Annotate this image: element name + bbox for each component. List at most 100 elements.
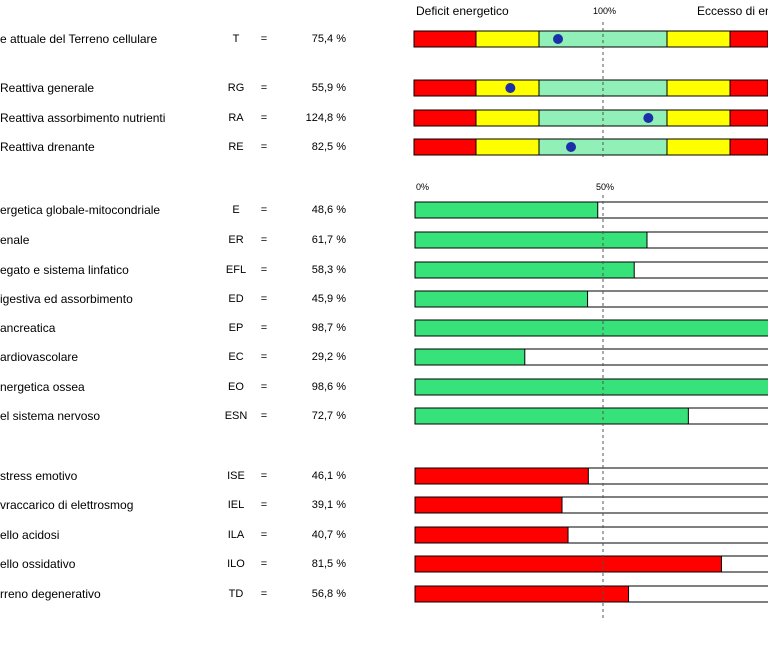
bar-row-efl-bar	[414, 261, 635, 279]
bar-row-ed-abbr: ED	[228, 293, 244, 305]
bar-row-ec-abbr: EC	[228, 351, 244, 363]
bar-row-ed-bar	[414, 290, 589, 308]
index-row-ilo-value: 81,5 %	[311, 558, 346, 570]
scale-row-ra-zone-5	[729, 109, 768, 127]
scale-row-t-zone-5	[729, 30, 768, 48]
scale-row-ra-marker	[643, 113, 654, 123]
scale-row-rg-zone-1	[413, 79, 477, 97]
scale-row-ra-zone-2	[475, 109, 540, 127]
scale-row-rg-zone-5	[729, 79, 768, 97]
bar-row-ec-bar	[414, 348, 526, 366]
scale-row-t-value: 75,4 %	[311, 33, 346, 45]
scale-row-re-zone-5	[729, 138, 768, 156]
index-row-iel-label: vraccarico di elettrosmog	[0, 498, 134, 512]
scale-row-rg-abbr: RG	[227, 82, 245, 94]
index-row-td-value: 56,8 %	[311, 588, 346, 600]
scale-row-re-zone-4	[666, 138, 731, 156]
scale-row-re-zone-3	[538, 138, 668, 156]
bar-row-e-bar	[414, 201, 599, 219]
bar-row-e-abbr: E	[232, 204, 240, 216]
scale-row-t-zone-1	[413, 30, 477, 48]
scale-row-re-label: Reattiva drenante	[0, 140, 95, 154]
bar-row-ec-label: ardiovascolare	[0, 350, 79, 364]
scale-row-ra-label: Reattiva assorbimento nutrienti	[0, 111, 166, 125]
bar-row-ed-label: igestiva ed assorbimento	[0, 292, 133, 306]
bar-row-ec-value: 29,2 %	[311, 351, 346, 363]
scale-row-re-abbr: RE	[228, 141, 244, 153]
scale-row-rg-marker	[505, 83, 516, 93]
index-row-ila-value: 40,7 %	[311, 529, 346, 541]
scale-row-ra-value: 124,8 %	[305, 112, 346, 124]
index-row-ise-eq: =	[260, 470, 268, 482]
bar-row-e-value: 48,6 %	[311, 204, 346, 216]
bar-row-er-abbr: ER	[228, 234, 244, 246]
index-row-td-label: rreno degenerativo	[0, 587, 101, 601]
axis-50-label: 50%	[596, 182, 615, 192]
index-row-ila-eq: =	[260, 529, 268, 541]
scale-row-re-eq: =	[260, 141, 268, 153]
scale-row-ra-zone-4	[666, 109, 731, 127]
bar-row-ed-value: 45,9 %	[311, 293, 346, 305]
bar-row-er-eq: =	[260, 234, 268, 246]
index-row-ila-label: ello acidosi	[0, 528, 60, 542]
bar-row-eo-eq: =	[260, 381, 268, 393]
bar-row-ep-value: 98,7 %	[311, 322, 346, 334]
bar-row-e-eq: =	[260, 204, 268, 216]
bar-row-er-value: 61,7 %	[311, 234, 346, 246]
scale-row-t-abbr: T	[232, 33, 240, 45]
bar-row-eo-label: nergetica ossea	[0, 380, 85, 394]
bar-row-efl-label: egato e sistema linfatico	[0, 263, 129, 277]
index-row-ilo-bar	[414, 555, 722, 573]
bar-row-ep-label: ancreatica	[0, 321, 56, 335]
index-row-ise-abbr: ISE	[227, 470, 245, 482]
bar-row-esn-eq: =	[260, 410, 268, 422]
index-row-td-bar	[414, 585, 630, 603]
index-row-iel-value: 39,1 %	[311, 499, 346, 511]
index-row-td-eq: =	[260, 588, 268, 600]
center-100-header: 100%	[593, 6, 617, 16]
index-row-ilo-abbr: ILO	[227, 558, 245, 570]
bar-row-efl-abbr: EFL	[225, 264, 247, 276]
scale-row-re-zone-1	[413, 138, 477, 156]
index-row-iel-bar	[414, 496, 563, 514]
index-row-ila-abbr: ILA	[227, 529, 245, 541]
scale-row-rg-eq: =	[260, 82, 268, 94]
bar-row-ep-abbr: EP	[228, 322, 244, 334]
bar-row-esn-abbr: ESN	[224, 410, 248, 422]
bar-row-eo-abbr: EO	[228, 381, 244, 393]
scale-row-rg-zone-4	[666, 79, 731, 97]
index-row-ise-value: 46,1 %	[311, 470, 346, 482]
excess-header: Eccesso di en	[697, 4, 768, 18]
scale-row-re-value: 82,5 %	[311, 141, 346, 153]
index-row-td-abbr: TD	[228, 588, 244, 600]
scale-row-t-eq: =	[260, 33, 268, 45]
scale-row-t-label: e attuale del Terreno cellulare	[0, 32, 158, 46]
bar-row-ec-eq: =	[260, 351, 268, 363]
scale-row-rg-value: 55,9 %	[311, 82, 346, 94]
bar-row-er-label: enale	[0, 233, 30, 247]
index-row-iel-abbr: IEL	[227, 499, 245, 511]
scale-row-ra-zone-1	[413, 109, 477, 127]
index-row-ilo-label: ello ossidativo	[0, 557, 76, 571]
bar-row-esn-label: el sistema nervoso	[0, 409, 101, 423]
bar-row-efl-eq: =	[260, 264, 268, 276]
scale-row-t-marker	[553, 34, 564, 44]
scale-row-rg-label: Reattiva generale	[0, 81, 95, 95]
bar-row-efl-value: 58,3 %	[311, 264, 346, 276]
bar-row-e-label: ergetica globale-mitocondriale	[0, 203, 161, 217]
bar-row-ed-eq: =	[260, 293, 268, 305]
scale-row-re-marker	[566, 142, 576, 152]
index-row-ila-bar	[414, 526, 569, 544]
bar-row-esn-bar	[414, 407, 689, 425]
axis-0-label: 0%	[416, 182, 430, 192]
scale-row-re-zone-2	[475, 138, 540, 156]
index-row-ise-bar	[414, 467, 589, 485]
scale-row-t-zone-2	[475, 30, 540, 48]
bar-row-eo-value: 98,6 %	[311, 381, 346, 393]
bar-row-ep-eq: =	[260, 322, 268, 334]
index-row-ilo-eq: =	[260, 558, 268, 570]
scale-row-ra-eq: =	[260, 112, 268, 124]
scale-row-ra-abbr: RA	[228, 112, 244, 124]
